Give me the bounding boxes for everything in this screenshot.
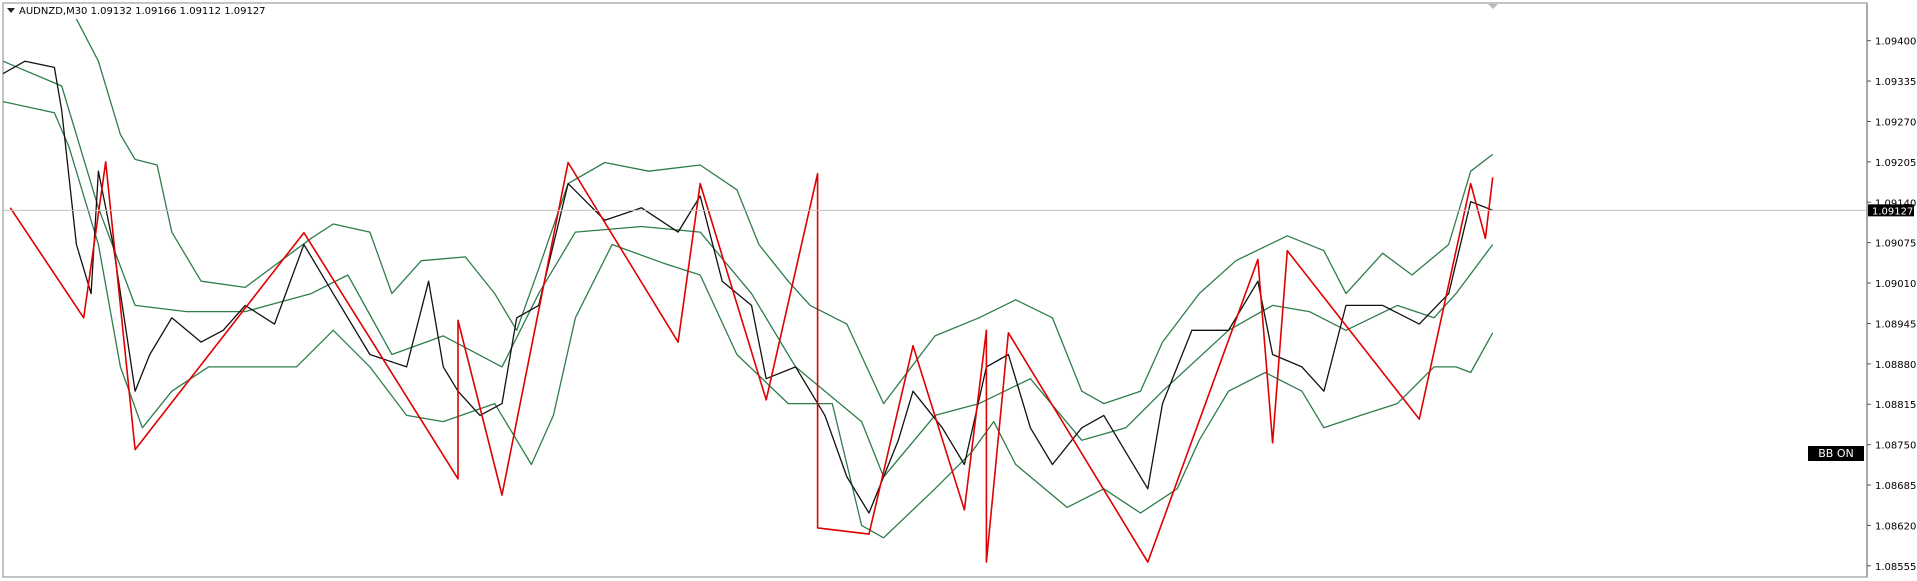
y-tick-label: 1.09140 (1875, 198, 1916, 209)
shift-marker (1488, 4, 1498, 9)
plot-frame (2, 2, 1868, 578)
y-tick-label: 1.08685 (1875, 481, 1916, 492)
y-tick-label: 1.09335 (1875, 77, 1916, 88)
bb-status-box (1808, 446, 1864, 461)
current-price-label: 1.09127 (1872, 206, 1913, 217)
y-tick-label: 1.09205 (1875, 158, 1916, 169)
chart-title: AUDNZD,M30 1.09132 1.09166 1.09112 1.091… (19, 6, 266, 17)
series-line (3, 60, 1493, 514)
y-tick-label: 1.09400 (1875, 37, 1916, 48)
menu-arrow[interactable] (7, 8, 15, 13)
y-tick-label: 1.08945 (1875, 319, 1916, 330)
series-line (9, 161, 1494, 563)
y-tick-label: 1.09270 (1875, 117, 1916, 128)
series-line (75, 18, 1494, 405)
y-tick-label: 1.09075 (1875, 239, 1916, 250)
y-tick-label: 1.08750 (1875, 441, 1916, 452)
y-tick-label: 1.09010 (1875, 279, 1916, 290)
bb-status-label: BB ON (1818, 447, 1853, 460)
y-tick-label: 1.08555 (1875, 562, 1916, 573)
current-price-box (1868, 204, 1914, 217)
series-line (3, 100, 1494, 539)
y-tick-label: 1.08815 (1875, 400, 1916, 411)
y-tick-label: 1.08880 (1875, 360, 1916, 371)
y-tick-label: 1.08620 (1875, 521, 1916, 532)
